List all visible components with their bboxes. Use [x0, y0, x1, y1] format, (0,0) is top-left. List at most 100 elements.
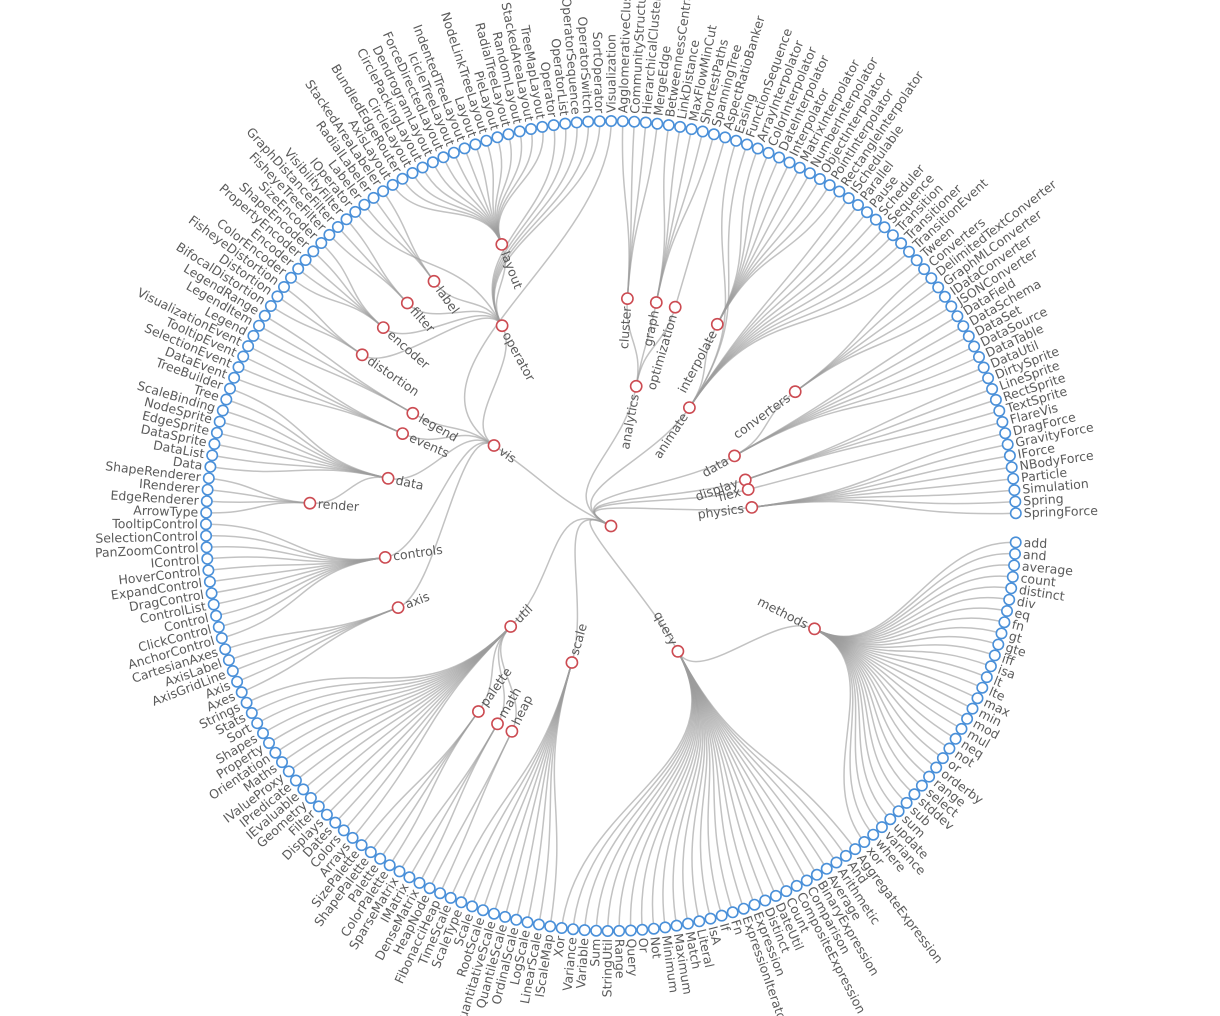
leaf-node-marker[interactable] — [331, 221, 344, 234]
leaf-node-marker[interactable] — [842, 192, 855, 205]
internal-node-marker[interactable] — [376, 321, 390, 334]
internal-node[interactable]: graph — [640, 296, 663, 348]
leaf-node-marker[interactable] — [386, 178, 399, 191]
leaf-node-marker[interactable] — [1006, 570, 1019, 583]
leaf-node-marker[interactable] — [685, 123, 698, 136]
leaf-node-marker[interactable] — [730, 134, 743, 147]
internal-node[interactable]: physics — [697, 501, 759, 522]
leaf-node-marker[interactable] — [367, 191, 380, 204]
leaf-node[interactable]: IsA — [704, 912, 725, 947]
leaf-node-marker[interactable] — [521, 916, 534, 929]
leaf-node-marker[interactable] — [458, 142, 471, 155]
leaf-node-marker[interactable] — [349, 205, 362, 218]
leaf-node[interactable]: eq — [1000, 604, 1032, 623]
leaf-node-marker[interactable] — [793, 161, 806, 174]
leaf-node-marker[interactable] — [253, 319, 266, 332]
leaf-node-marker[interactable] — [200, 541, 213, 554]
leaf-node-marker[interactable] — [262, 736, 275, 749]
leaf-node-marker[interactable] — [780, 885, 793, 898]
leaf-node-marker[interactable] — [961, 712, 974, 725]
leaf-node-marker[interactable] — [437, 151, 450, 164]
internal-node-marker[interactable] — [427, 274, 441, 288]
leaf-node-marker[interactable] — [480, 134, 493, 147]
leaf-node-marker[interactable] — [938, 290, 951, 303]
leaf-node-marker[interactable] — [823, 179, 836, 192]
internal-node[interactable]: render — [303, 496, 360, 514]
leaf-node-marker[interactable] — [726, 906, 739, 919]
leaf-node[interactable]: div — [1003, 593, 1038, 612]
internal-node[interactable]: vis — [487, 439, 519, 466]
leaf-node-marker[interactable] — [215, 632, 228, 645]
leaf-node-marker[interactable] — [447, 146, 460, 159]
leaf-node-marker[interactable] — [945, 300, 958, 313]
leaf-node-marker[interactable] — [659, 921, 672, 934]
internal-node[interactable]: controls — [378, 542, 444, 564]
internal-node-marker[interactable] — [400, 296, 414, 310]
internal-node-marker[interactable] — [683, 401, 696, 414]
internal-node-marker[interactable] — [710, 317, 724, 331]
leaf-node-marker[interactable] — [1003, 593, 1016, 606]
internal-node-marker[interactable] — [355, 348, 369, 362]
leaf-node[interactable]: lte — [976, 681, 1008, 705]
leaf-node-marker[interactable] — [423, 882, 436, 895]
leaf-node-marker[interactable] — [977, 361, 990, 374]
leaf-node-marker[interactable] — [282, 765, 295, 778]
leaf-node-marker[interactable] — [297, 783, 310, 796]
leaf-node-marker[interactable] — [590, 924, 603, 937]
leaf-node[interactable]: SortOperator — [590, 31, 607, 128]
leaf-node-marker[interactable] — [536, 120, 549, 133]
internal-node-marker[interactable] — [303, 496, 317, 510]
leaf-node-marker[interactable] — [200, 518, 213, 531]
internal-node-marker[interactable] — [487, 439, 501, 452]
leaf-node-marker[interactable] — [740, 138, 753, 151]
leaf-node-marker[interactable] — [329, 816, 342, 829]
leaf-node-marker[interactable] — [200, 495, 213, 508]
leaf-node-marker[interactable] — [547, 119, 560, 132]
leaf-node-marker[interactable] — [1001, 438, 1014, 451]
leaf-node-marker[interactable] — [869, 213, 882, 226]
leaf-node-marker[interactable] — [434, 887, 447, 900]
leaf-node-marker[interactable] — [403, 871, 416, 884]
leaf-node-marker[interactable] — [207, 598, 220, 611]
leaf-node-marker[interactable] — [567, 923, 580, 936]
leaf-node-marker[interactable] — [204, 460, 217, 473]
leaf-node-marker[interactable] — [955, 722, 968, 735]
leaf-node-marker[interactable] — [203, 575, 216, 588]
leaf-node[interactable]: IRenderer — [138, 476, 214, 496]
leaf-node[interactable]: EdgeRenderer — [110, 488, 213, 508]
leaf-node-marker[interactable] — [393, 865, 406, 878]
leaf-node-marker[interactable] — [803, 167, 816, 180]
leaf-node-marker[interactable] — [966, 702, 979, 715]
leaf-node-marker[interactable] — [320, 808, 333, 821]
leaf-node-marker[interactable] — [340, 213, 353, 226]
internal-node[interactable]: query — [651, 609, 685, 658]
leaf-node-marker[interactable] — [582, 115, 595, 128]
leaf-node-marker[interactable] — [358, 198, 371, 211]
leaf-node-marker[interactable] — [377, 185, 390, 198]
leaf-node[interactable]: SelectionControl — [95, 528, 213, 546]
leaf-node-marker[interactable] — [949, 732, 962, 745]
leaf-node-marker[interactable] — [242, 340, 255, 353]
internal-node[interactable]: filter — [400, 296, 439, 336]
leaf-node-marker[interactable] — [304, 791, 317, 804]
leaf-node-marker[interactable] — [800, 874, 813, 887]
leaf-node-marker[interactable] — [269, 746, 282, 759]
leaf-node-marker[interactable] — [532, 918, 545, 931]
leaf-node-marker[interactable] — [651, 117, 664, 130]
internal-node-marker[interactable] — [604, 519, 618, 533]
leaf-node-marker[interactable] — [918, 263, 931, 276]
leaf-node-marker[interactable] — [751, 142, 764, 155]
internal-node-marker[interactable] — [471, 705, 485, 718]
leaf-node-marker[interactable] — [1003, 449, 1016, 462]
leaf-node-marker[interactable] — [674, 120, 687, 133]
leaf-node-marker[interactable] — [510, 913, 523, 926]
leaf-node-marker[interactable] — [820, 862, 833, 875]
leaf-node-marker[interactable] — [693, 915, 706, 928]
leaf-node-marker[interactable] — [707, 128, 720, 141]
leaf-node-marker[interactable] — [719, 131, 732, 144]
leaf-node[interactable]: distinct — [1005, 582, 1066, 604]
leaf-node-marker[interactable] — [271, 290, 284, 303]
leaf-node-marker[interactable] — [213, 415, 226, 428]
leaf-node-marker[interactable] — [237, 350, 250, 363]
internal-node-marker[interactable] — [406, 406, 420, 420]
